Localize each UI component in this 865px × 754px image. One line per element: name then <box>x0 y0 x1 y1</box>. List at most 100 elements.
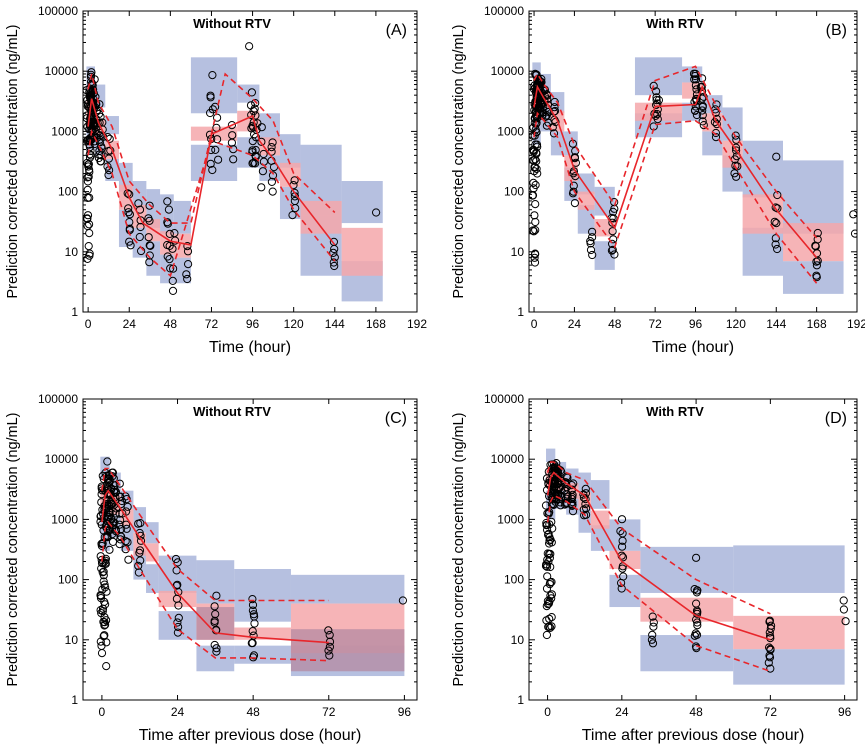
observed-point <box>83 177 93 186</box>
observed-point <box>649 81 658 91</box>
observed-point <box>550 97 559 107</box>
pi-band-upper-8 <box>290 574 405 604</box>
y-tick-label: 10 <box>511 633 525 647</box>
pi-band-median-4 <box>590 510 610 529</box>
observed-point <box>586 245 596 255</box>
observed-point <box>568 490 577 499</box>
y-tick-label: 100 <box>504 185 524 199</box>
x-tick-label: 48 <box>164 317 178 331</box>
observed-point <box>85 220 94 229</box>
observed-point <box>213 135 222 144</box>
observed-point <box>545 520 554 529</box>
pi-band-lower-1 <box>540 107 551 132</box>
pi-band-upper-6 <box>196 560 235 604</box>
y-tick-label: 10 <box>65 633 79 647</box>
observed-point <box>290 196 299 206</box>
observed-point <box>654 96 664 105</box>
observed-point <box>166 264 175 273</box>
observed-point <box>125 224 134 233</box>
observed-point <box>125 210 134 219</box>
observed-point <box>211 102 220 112</box>
observed-point <box>247 639 256 648</box>
observed-point <box>712 120 721 129</box>
x-tick-label: 72 <box>764 705 778 719</box>
observed-point <box>329 248 338 257</box>
observed-point <box>168 276 177 285</box>
x-tick-label: 0 <box>85 317 92 331</box>
observed-point <box>229 155 238 164</box>
panel-title: Without RTV <box>193 404 271 419</box>
observed-point <box>545 533 554 542</box>
observed-point <box>546 549 555 559</box>
observed-point <box>212 591 221 600</box>
observed-point <box>693 621 702 630</box>
observed-point <box>329 237 338 246</box>
observed-point <box>570 199 580 208</box>
observed-point <box>108 468 117 477</box>
panel-label: (C) <box>385 410 407 427</box>
observed-point <box>165 255 174 264</box>
y-tick-label: 1000 <box>497 512 524 526</box>
observed-point <box>102 638 111 647</box>
observed-point <box>125 237 134 246</box>
observed-point <box>210 640 219 650</box>
observed-point <box>582 504 591 513</box>
pi-band-upper-4 <box>590 480 610 509</box>
observed-point <box>550 103 559 112</box>
observed-median-line <box>87 98 336 246</box>
observed-point <box>257 137 266 146</box>
observed-point <box>691 553 701 562</box>
pi-band-upper-11 <box>782 160 844 234</box>
observed-point <box>697 82 706 91</box>
pi-band-upper-4 <box>577 173 595 195</box>
observed-point <box>653 110 662 119</box>
observed-point <box>248 595 257 604</box>
observed-point <box>144 214 153 223</box>
observed-point <box>251 99 260 108</box>
observed-point <box>134 561 143 570</box>
observed-point <box>647 635 657 644</box>
observed-point <box>588 233 597 242</box>
observed-point <box>813 228 822 238</box>
observed-median-line <box>546 471 771 641</box>
observed-point <box>257 123 266 132</box>
observed-point <box>568 500 577 509</box>
observed-point <box>325 651 334 660</box>
pi-band-median-4 <box>146 543 159 562</box>
y-tick-label: 100000 <box>38 4 78 18</box>
observed-point <box>135 546 145 555</box>
observed-5th-percentile-line <box>101 520 329 662</box>
y-tick-label: 1000 <box>51 512 78 526</box>
panel-d: 1 10 100 1000 10000 100000 0 24 48 72 96 With RTV (D… <box>451 392 858 744</box>
pi-band-lower-10 <box>742 227 783 276</box>
observed-point <box>96 157 105 166</box>
observed-point <box>545 622 554 631</box>
observed-point <box>267 143 276 152</box>
pi-band-lower-2 <box>105 158 119 181</box>
observed-point <box>532 164 541 173</box>
observed-point <box>765 643 774 652</box>
panel-title: With RTV <box>646 404 704 419</box>
pi-band-upper-5 <box>146 189 161 228</box>
pi-band-upper-0 <box>546 448 556 462</box>
observed-point <box>206 93 215 102</box>
x-tick-label: 96 <box>838 705 852 719</box>
observed-point <box>83 214 92 223</box>
pi-band-upper-7 <box>733 545 845 593</box>
observed-point <box>208 165 217 175</box>
observed-point <box>85 153 95 162</box>
observed-point <box>324 646 333 655</box>
y-tick-label: 1000 <box>51 124 78 138</box>
observed-point <box>649 618 658 627</box>
x-tick-label: 72 <box>205 317 219 331</box>
plot-area <box>83 42 383 302</box>
x-tick-label: 144 <box>325 317 345 331</box>
observed-point <box>617 515 627 524</box>
observed-point <box>99 577 108 586</box>
observed-point <box>135 232 144 242</box>
y-tick-label: 100 <box>58 573 78 587</box>
panel-title: Without RTV <box>193 16 271 31</box>
pi-band-upper-0 <box>532 62 541 78</box>
observed-point <box>731 143 741 152</box>
